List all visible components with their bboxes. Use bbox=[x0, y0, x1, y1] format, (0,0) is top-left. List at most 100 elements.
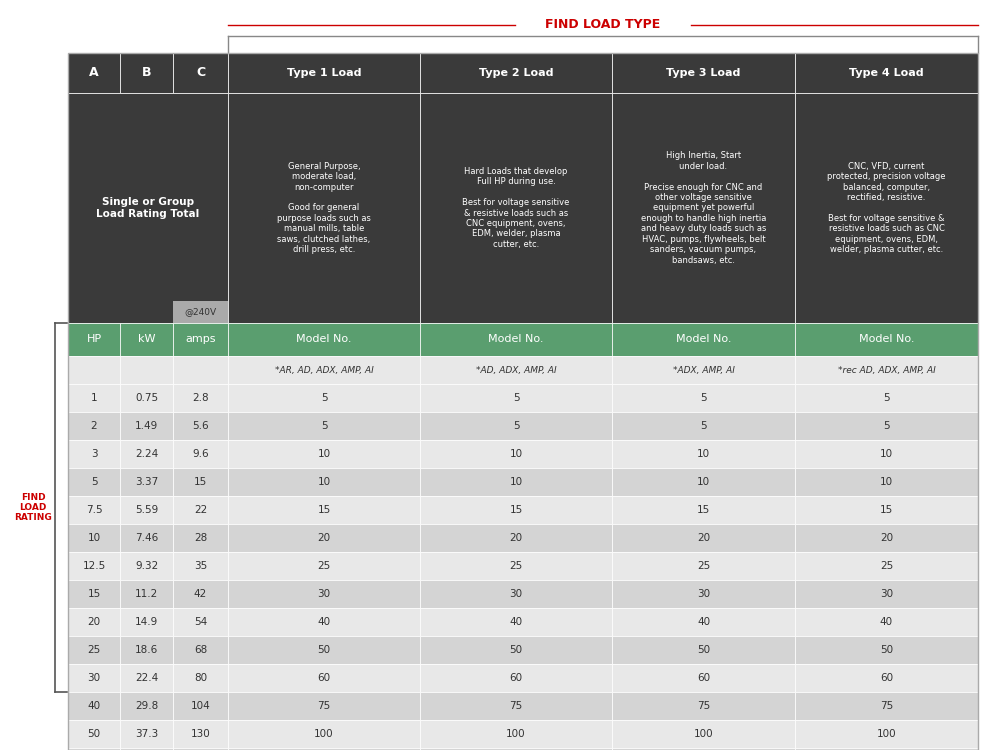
Bar bbox=[173, 748, 228, 750]
Text: 9.6: 9.6 bbox=[192, 449, 209, 459]
Bar bbox=[795, 552, 978, 580]
Text: 25: 25 bbox=[880, 561, 893, 571]
Bar bbox=[228, 93, 420, 323]
Bar bbox=[228, 636, 420, 664]
Text: *rec AD, ADX, AMP, AI: *rec AD, ADX, AMP, AI bbox=[838, 365, 935, 374]
Text: 12.5: 12.5 bbox=[82, 561, 106, 571]
Text: 50: 50 bbox=[87, 729, 101, 739]
Bar bbox=[68, 692, 120, 720]
Bar bbox=[68, 323, 120, 356]
Bar bbox=[420, 496, 612, 524]
Bar bbox=[228, 53, 420, 93]
Bar bbox=[68, 664, 120, 692]
Bar bbox=[228, 608, 420, 636]
Text: 29.8: 29.8 bbox=[135, 701, 158, 711]
Text: 25: 25 bbox=[87, 645, 101, 655]
Text: 15: 15 bbox=[697, 505, 710, 515]
Bar bbox=[420, 748, 612, 750]
Text: 60: 60 bbox=[697, 673, 710, 683]
Bar bbox=[228, 440, 420, 468]
Bar bbox=[612, 720, 795, 748]
Bar bbox=[420, 412, 612, 440]
Bar bbox=[420, 323, 612, 356]
Bar bbox=[228, 664, 420, 692]
Text: 14.9: 14.9 bbox=[135, 617, 158, 627]
Bar bbox=[612, 580, 795, 608]
Bar bbox=[120, 748, 173, 750]
Text: 30: 30 bbox=[317, 589, 331, 599]
Text: 104: 104 bbox=[191, 701, 210, 711]
Bar bbox=[228, 496, 420, 524]
Bar bbox=[795, 496, 978, 524]
Bar bbox=[228, 692, 420, 720]
Bar bbox=[173, 440, 228, 468]
Text: @240V: @240V bbox=[184, 308, 217, 316]
Text: 40: 40 bbox=[697, 617, 710, 627]
Text: 5: 5 bbox=[321, 421, 327, 431]
Bar bbox=[173, 323, 228, 356]
Bar bbox=[612, 664, 795, 692]
Text: Type 3 Load: Type 3 Load bbox=[666, 68, 741, 78]
Text: 75: 75 bbox=[880, 701, 893, 711]
Bar bbox=[795, 412, 978, 440]
Bar bbox=[68, 720, 120, 748]
Bar bbox=[420, 53, 612, 93]
Text: 10: 10 bbox=[697, 449, 710, 459]
Bar bbox=[795, 323, 978, 356]
Text: 20: 20 bbox=[509, 533, 523, 543]
Bar bbox=[612, 636, 795, 664]
Bar bbox=[120, 468, 173, 496]
Text: 100: 100 bbox=[314, 729, 334, 739]
Bar bbox=[795, 636, 978, 664]
Bar bbox=[228, 580, 420, 608]
Bar bbox=[120, 664, 173, 692]
Text: *ADX, AMP, AI: *ADX, AMP, AI bbox=[673, 365, 734, 374]
Bar bbox=[120, 524, 173, 552]
Text: 5: 5 bbox=[91, 477, 97, 487]
Text: 0.75: 0.75 bbox=[135, 393, 158, 403]
Text: 18.6: 18.6 bbox=[135, 645, 158, 655]
Bar bbox=[795, 440, 978, 468]
Bar bbox=[420, 664, 612, 692]
Bar bbox=[173, 468, 228, 496]
Bar bbox=[795, 692, 978, 720]
Text: 25: 25 bbox=[509, 561, 523, 571]
Bar bbox=[612, 412, 795, 440]
Bar bbox=[173, 356, 228, 384]
Bar bbox=[420, 468, 612, 496]
Text: 7.5: 7.5 bbox=[86, 505, 102, 515]
Text: 5: 5 bbox=[513, 421, 519, 431]
Text: 40: 40 bbox=[880, 617, 893, 627]
Bar bbox=[120, 53, 173, 93]
Text: C: C bbox=[196, 67, 205, 80]
Bar bbox=[120, 720, 173, 748]
Bar bbox=[795, 608, 978, 636]
Bar bbox=[420, 720, 612, 748]
Bar bbox=[228, 720, 420, 748]
Text: 75: 75 bbox=[317, 701, 331, 711]
Bar bbox=[795, 664, 978, 692]
Bar bbox=[120, 356, 173, 384]
Text: 40: 40 bbox=[87, 701, 101, 711]
Text: CNC, VFD, current
protected, precision voltage
balanced, computer,
rectified, re: CNC, VFD, current protected, precision v… bbox=[827, 162, 946, 254]
Text: Model No.: Model No. bbox=[488, 334, 544, 344]
Bar bbox=[120, 552, 173, 580]
Text: 15: 15 bbox=[509, 505, 523, 515]
Text: 5: 5 bbox=[883, 393, 890, 403]
Bar bbox=[612, 748, 795, 750]
Bar bbox=[228, 748, 420, 750]
Bar bbox=[612, 496, 795, 524]
Text: 20: 20 bbox=[87, 617, 101, 627]
Bar bbox=[173, 720, 228, 748]
Text: 68: 68 bbox=[194, 645, 207, 655]
Bar bbox=[68, 93, 228, 323]
Bar bbox=[420, 636, 612, 664]
Text: 100: 100 bbox=[877, 729, 896, 739]
Text: 20: 20 bbox=[317, 533, 331, 543]
Text: 40: 40 bbox=[317, 617, 331, 627]
Bar bbox=[120, 323, 173, 356]
Bar bbox=[612, 356, 795, 384]
Text: 15: 15 bbox=[317, 505, 331, 515]
Text: 25: 25 bbox=[697, 561, 710, 571]
Bar bbox=[68, 496, 120, 524]
